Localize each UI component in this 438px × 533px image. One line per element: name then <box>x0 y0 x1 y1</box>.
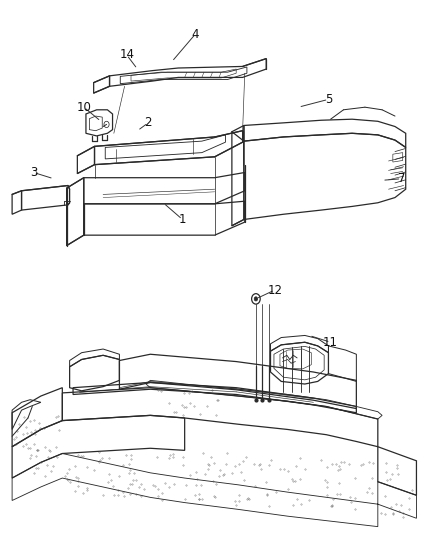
Text: 10: 10 <box>76 101 91 114</box>
Text: 7: 7 <box>398 172 405 185</box>
Text: 2: 2 <box>145 116 152 130</box>
Text: 11: 11 <box>323 336 338 349</box>
Text: 3: 3 <box>30 166 37 179</box>
Text: 12: 12 <box>267 284 283 296</box>
Text: 1: 1 <box>179 213 186 226</box>
Text: 4: 4 <box>192 28 199 41</box>
Text: 14: 14 <box>119 49 134 61</box>
Circle shape <box>254 297 258 301</box>
Text: 5: 5 <box>325 93 332 106</box>
